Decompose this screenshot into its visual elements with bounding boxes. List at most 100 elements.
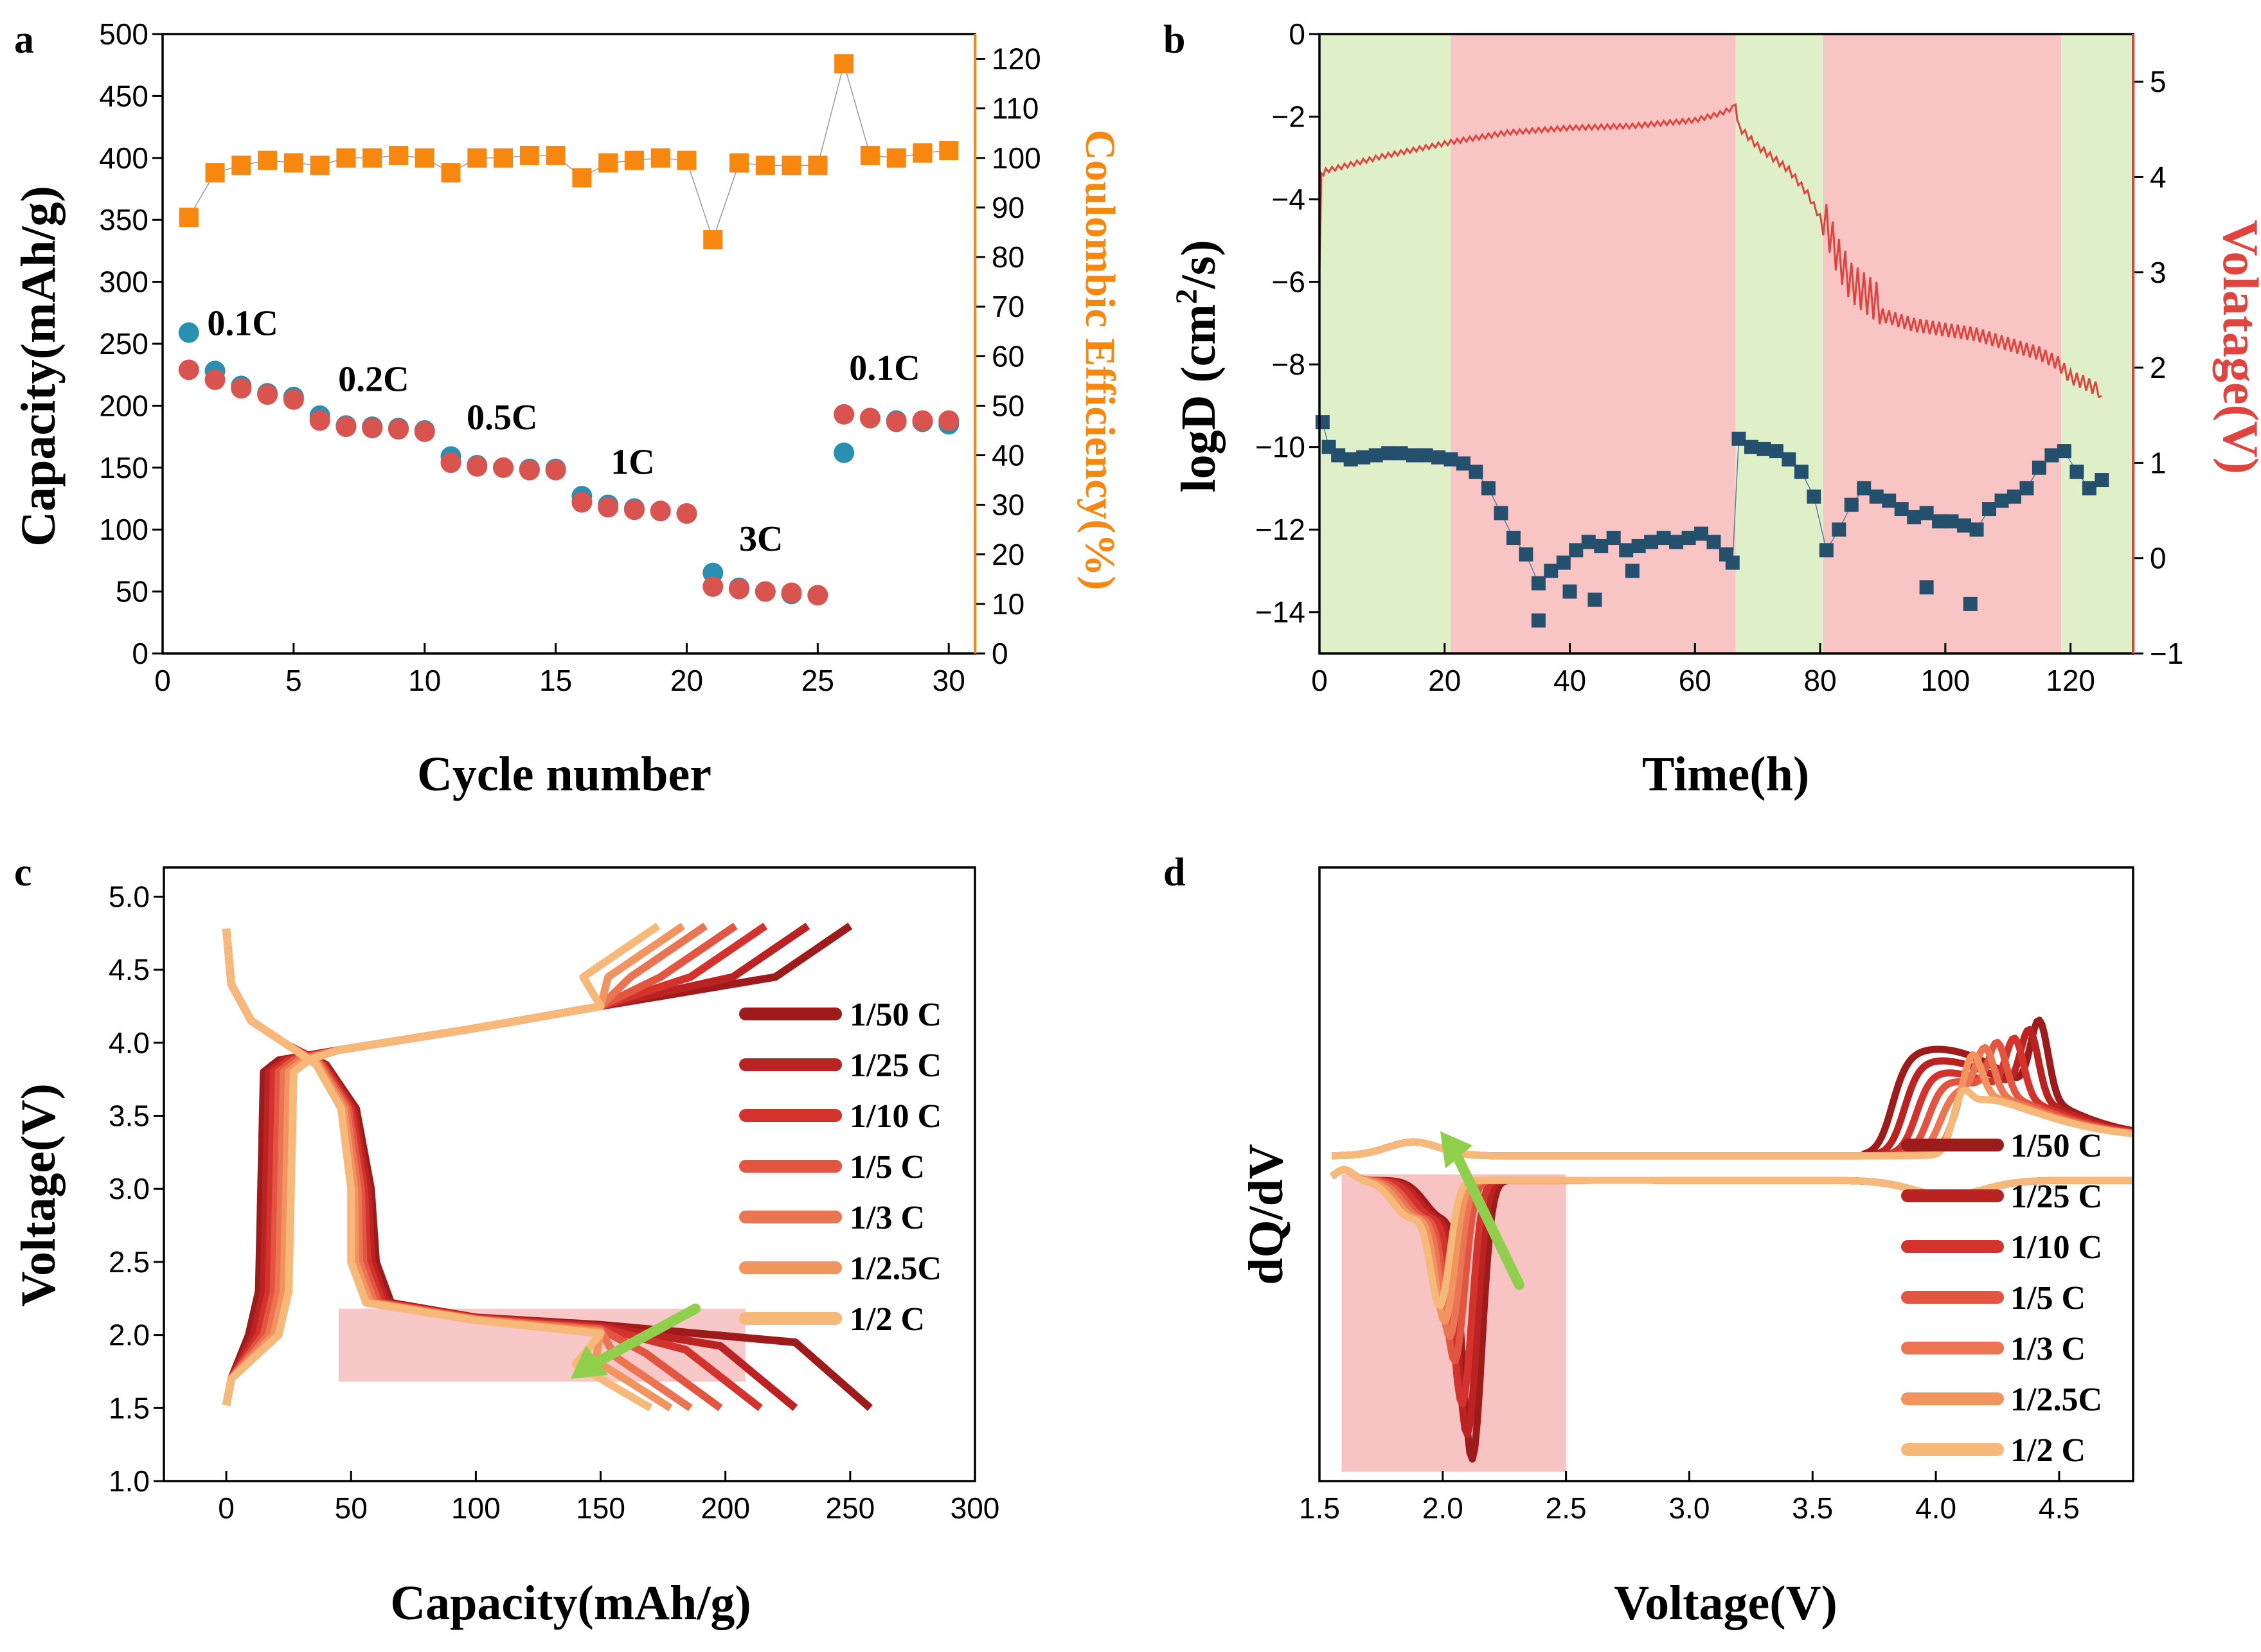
panel-a-xtick-label: 15 [539, 664, 572, 697]
ce-point [519, 145, 539, 165]
discharge-capacity-point [178, 359, 199, 380]
panel-a-ytick-label: 200 [99, 389, 148, 422]
panel-a-y2tick-label: 70 [992, 290, 1024, 323]
panel-a-ytick-label: 0 [132, 637, 148, 670]
ce-point [913, 143, 933, 163]
panel-a-xlabel: Cycle number [417, 747, 711, 801]
discharge-capacity-point [335, 416, 357, 438]
diffusion-point [1381, 446, 1396, 461]
panel-b-ytick-label: −2 [1272, 100, 1305, 134]
panel-a-y2tick-label: 100 [992, 141, 1041, 175]
panel-b-ytick-label: −12 [1255, 513, 1305, 546]
panel-d-xtick-label: 4.0 [1915, 1491, 1956, 1525]
panel-d-frame [1318, 866, 2134, 1482]
diffusion-point [1519, 547, 1533, 562]
panel-a-y2tick-label: 60 [992, 339, 1024, 373]
discharge-capacity-point [309, 410, 330, 431]
panel-b-xtick-label: 60 [1679, 664, 1711, 697]
oxidation-curve [1330, 1087, 2134, 1160]
diffusion-point [1656, 531, 1671, 546]
discharge-capacity-point [755, 581, 776, 602]
ce-point [179, 208, 199, 227]
ce-point [441, 163, 461, 182]
charge-capacity-point [834, 442, 855, 463]
diffusion-point [1769, 444, 1783, 459]
ce-point [572, 168, 592, 188]
panel-c-ytick-label: 1.5 [109, 1391, 150, 1425]
ce-connector-line [188, 62, 949, 242]
panel-a-y2tick-label: 50 [992, 389, 1024, 422]
panel-b-ytick-label: −8 [1272, 348, 1305, 381]
diffusion-point [1756, 441, 1771, 456]
panel-b-y2tick-label: 5 [2150, 65, 2167, 98]
panel-b-ytick-label: −4 [1272, 182, 1305, 216]
diffusion-point [1819, 543, 1834, 558]
panel-a-y2tick-label: 120 [992, 42, 1041, 76]
panel-d-xtick-label: 4.5 [2039, 1491, 2080, 1525]
legend-label: 1/5 C [850, 1149, 925, 1186]
panel-c-ytick-label: 5.0 [109, 880, 150, 913]
discharge-capacity-point [859, 407, 880, 429]
discharge-capacity-point [283, 389, 304, 410]
diffusion-point [1731, 431, 1746, 446]
panel-c-xtick-label: 300 [951, 1491, 1000, 1525]
panel-a-ytick-label: 250 [99, 327, 148, 360]
panel-c-ylabel: Voltage(V) [12, 1083, 66, 1307]
panel-a-ytick-label: 50 [116, 575, 148, 608]
ce-point [729, 153, 749, 173]
discharge-capacity-point [781, 582, 802, 603]
panel-b-plot: 0 20 40 60 80 100 1200−2−4−6−8−10−12−14−101234… [1255, 17, 2183, 697]
diffusion-point [2006, 489, 2021, 504]
panel-c-ytick-label: 2.5 [109, 1245, 150, 1279]
rate-annotation: 1C [611, 442, 654, 482]
panel-d-ylabel: dQ/dV [1239, 1144, 1293, 1285]
diffusion-point [1562, 584, 1577, 599]
panel-c-plot: 1/50 C 1/25 C 1/10 C 1/5 C 1/3 C 1/2.5C 1/2 C 0… [109, 866, 1000, 1525]
panel-a-y2tick-label: 30 [992, 488, 1024, 522]
diffusion-point [1315, 415, 1330, 430]
panel-a-y2tick-label: 10 [992, 587, 1024, 621]
diffusion-point [1944, 514, 1959, 529]
panel-b-xtick-label: 0 [1311, 664, 1328, 697]
panel-b-xlabel: Time(h) [1642, 747, 1809, 801]
trend-arrow-shaft [1449, 1145, 1524, 1290]
diffusion-point [1919, 506, 1934, 520]
panel-a-frame [161, 33, 976, 655]
discharge-capacity-point [938, 410, 960, 431]
ce-point [598, 153, 618, 173]
panel-b-y2tick-label: 3 [2150, 256, 2167, 289]
panel-a-ytick-label: 150 [99, 451, 148, 484]
diffusion-point [1368, 448, 1383, 463]
diffusion-point [1506, 531, 1521, 546]
panel-a-xtick-label: 0 [154, 664, 171, 697]
panel-a-ytick-label: 100 [99, 513, 148, 546]
legend-label: 1/3 C [850, 1200, 925, 1236]
rate-annotation: 0.1C [207, 304, 278, 344]
diffusion-point [1569, 543, 1584, 558]
ce-point [467, 148, 487, 168]
discharge-capacity-point [571, 492, 593, 513]
panel-a-plot: 0 5 10 15 20 25 300501001502002503003504004505… [99, 17, 1041, 697]
diffusion-point [1932, 514, 1947, 529]
rate-annotation: 0.2C [338, 359, 409, 399]
rate-annotation: 3C [739, 519, 783, 559]
diffusion-point [1969, 522, 1984, 537]
diffusion-point [1431, 450, 1446, 465]
diffusion-point [1631, 538, 1646, 553]
ce-point [415, 148, 434, 168]
panel-a-ylabel: Capacity(mAh/g) [12, 186, 66, 547]
discharge-capacity-point [650, 501, 671, 522]
ce-point [388, 145, 408, 165]
diffusion-point [1907, 510, 1922, 524]
panel-label-c: c [14, 851, 32, 894]
diffusion-point [1832, 522, 1846, 537]
panel-c-xlabel: Capacity(mAh/g) [390, 1576, 751, 1630]
diffusion-point [1619, 543, 1634, 558]
discharge-capacity-point [467, 456, 488, 477]
panel-b-y2tick-label: 0 [2150, 542, 2167, 575]
diffusion-point [1531, 576, 1546, 591]
panel-a-ytick-label: 450 [99, 79, 148, 112]
panel-c: c 1/50 C 1/25 C 1/10 C 1/5 C 1/3 C 1/2.5C 1/2 … [12, 851, 999, 1630]
panel-b-ytick-label: −6 [1272, 265, 1305, 299]
ce-point [703, 230, 723, 250]
